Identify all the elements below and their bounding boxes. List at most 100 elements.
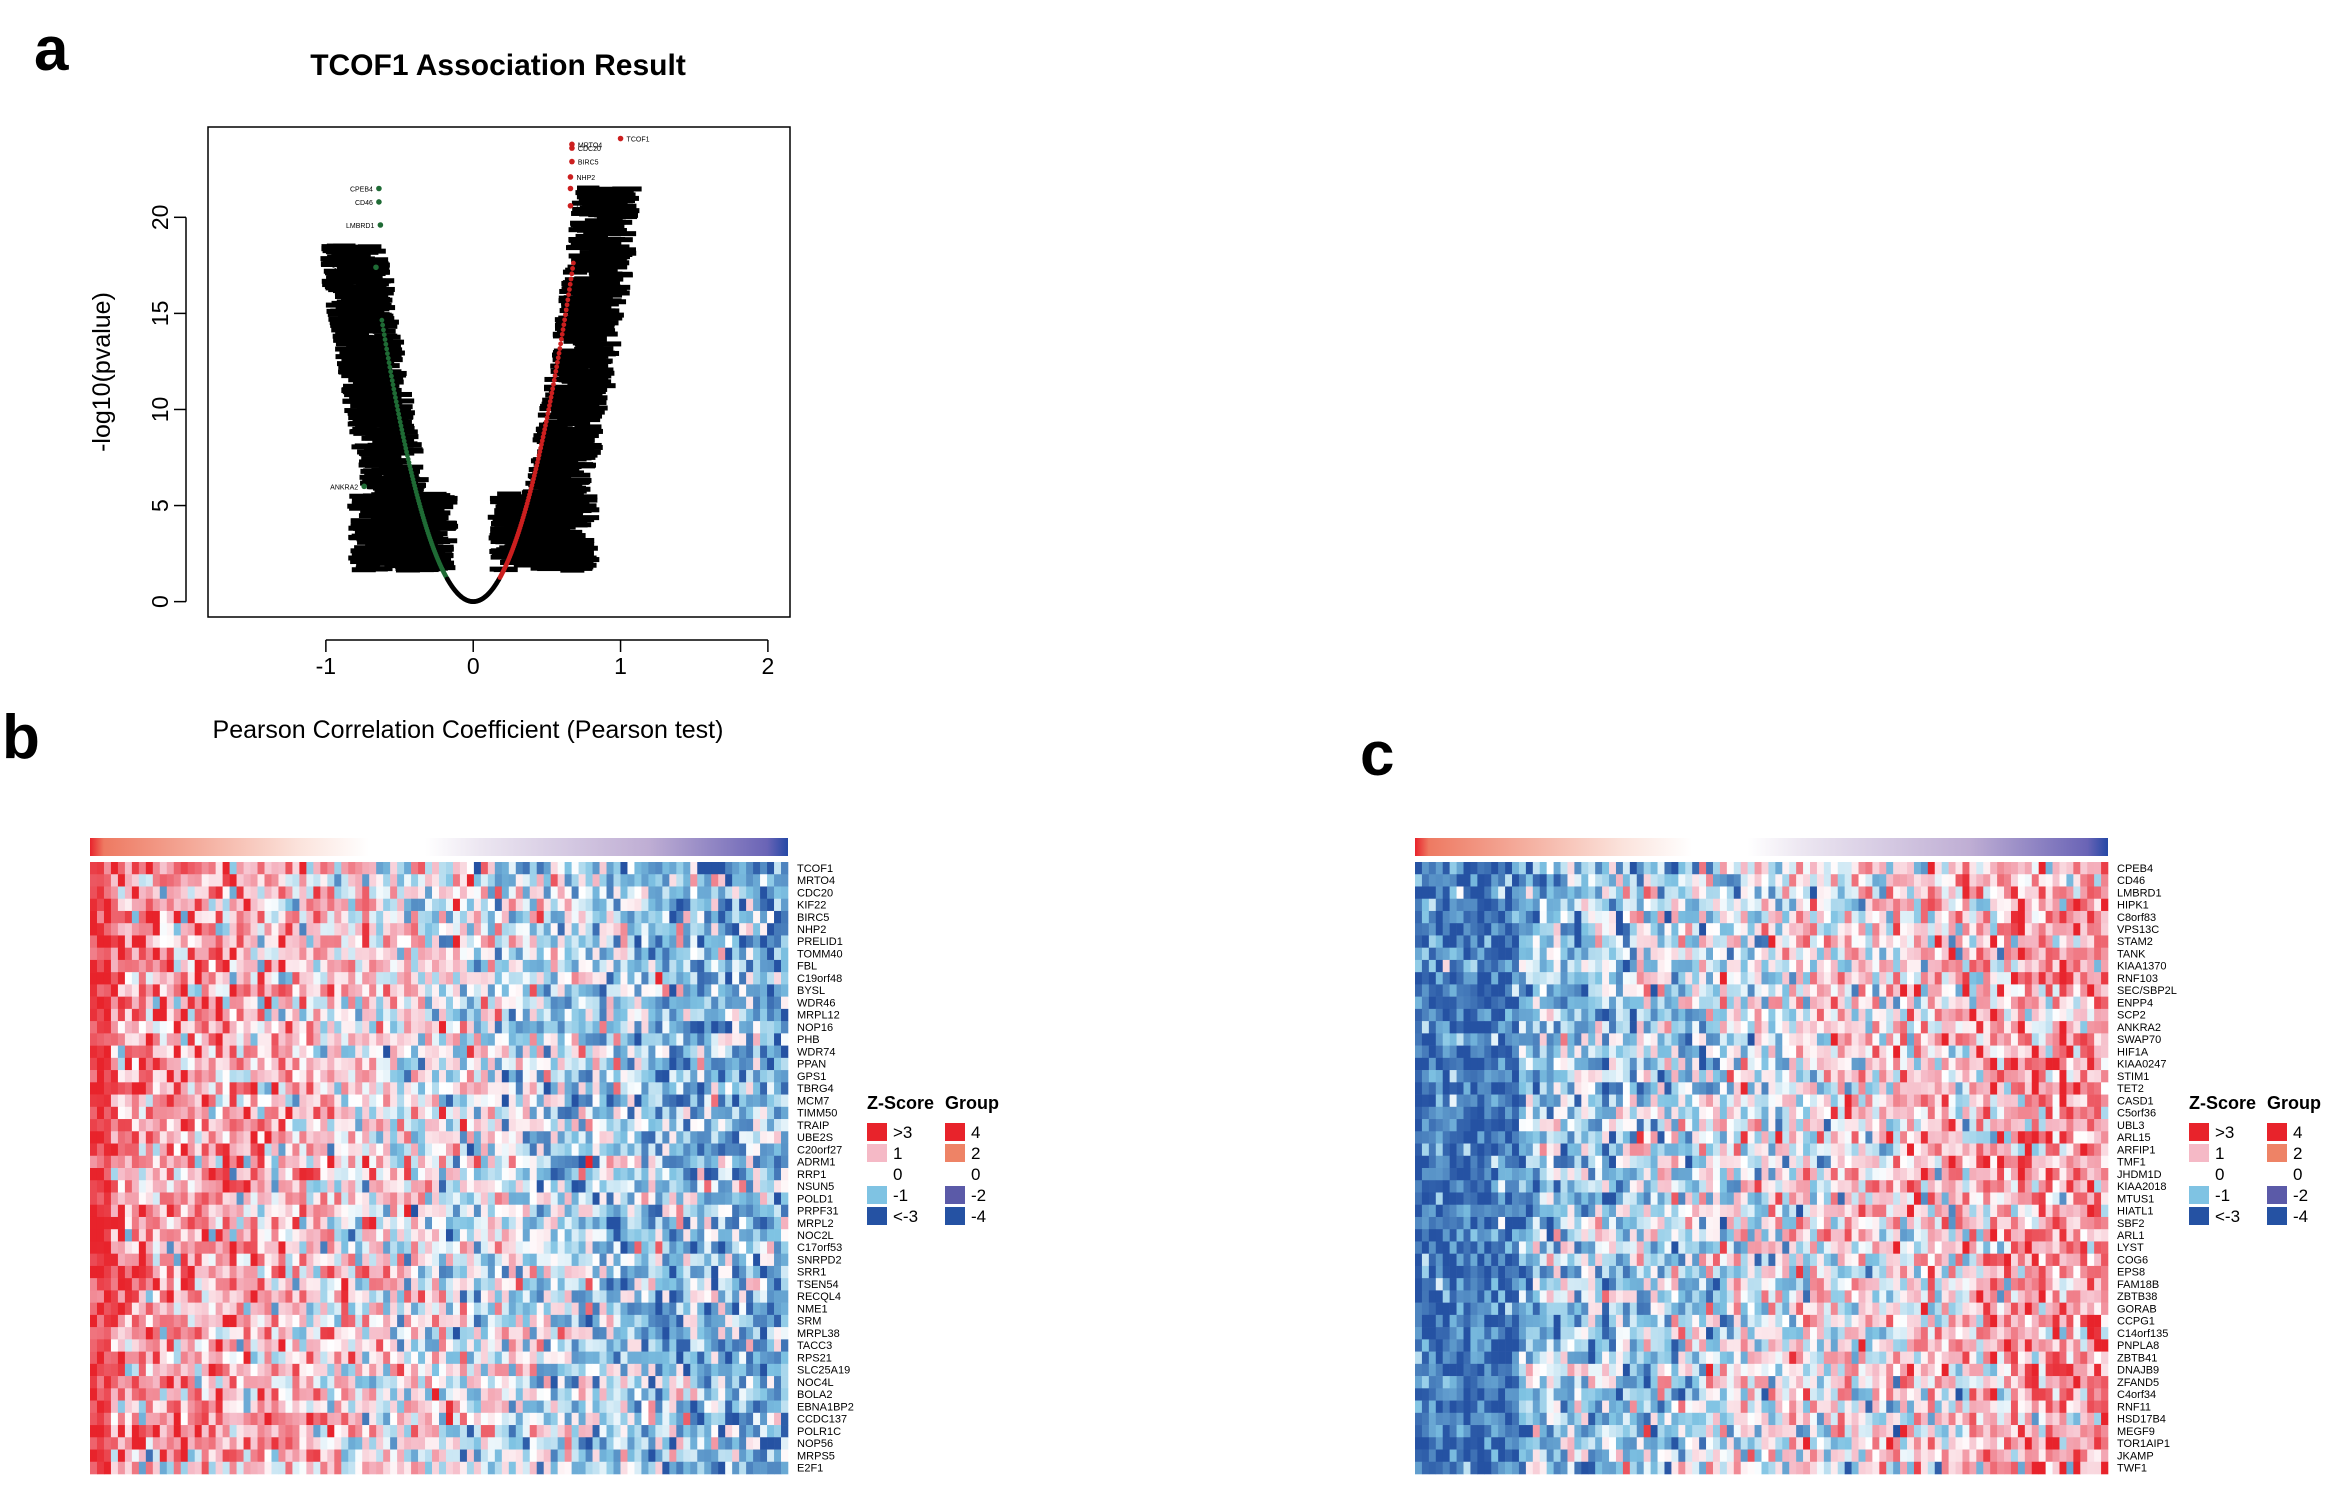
heatmap-cell (215, 1021, 223, 1034)
heatmap-cell (369, 1070, 377, 1083)
label-cloud-mark (373, 478, 403, 484)
heatmap-cell (243, 935, 251, 948)
heatmap-cell (683, 996, 691, 1010)
label-cloud-mark (555, 358, 577, 364)
label-cloud-mark (535, 475, 557, 481)
heatmap-cell (753, 898, 761, 912)
heatmap-cell (634, 935, 642, 948)
heatmap-cell (383, 1033, 391, 1046)
heatmap-cell (264, 984, 272, 997)
curve-point (563, 312, 568, 318)
heatmap-cell (201, 996, 209, 1010)
label-cloud-mark (583, 304, 612, 310)
heatmap-cell (466, 996, 475, 1010)
heatmap-cell (299, 1155, 307, 1169)
heatmap-cell (494, 959, 503, 973)
label-cloud-mark (387, 466, 415, 472)
heatmap-cell (494, 886, 503, 900)
heatmap-cell (299, 972, 307, 985)
heatmap-cell (425, 862, 433, 875)
label-cloud-mark (588, 244, 618, 250)
heatmap-cell (215, 898, 223, 912)
heatmap-cell (452, 886, 461, 900)
heatmap-cell (348, 886, 356, 900)
heatmap-cell (459, 1057, 468, 1071)
label-cloud-mark (577, 185, 600, 191)
heatmap-cell (208, 1180, 216, 1193)
heatmap-cell (466, 935, 475, 948)
heatmap-cell (341, 898, 349, 912)
heatmap-cell (718, 1070, 726, 1083)
heatmap-cell (718, 959, 726, 973)
heatmap-cell (662, 935, 670, 948)
heatmap-cell (362, 984, 370, 997)
heatmap-cell (173, 1168, 182, 1181)
heatmap-cell (669, 972, 677, 985)
heatmap-cell (257, 996, 265, 1010)
heatmap-cell (383, 874, 391, 887)
heatmap-cell (655, 1143, 663, 1157)
heatmap-cell (257, 1094, 265, 1108)
heatmap-cell (606, 1008, 614, 1022)
heatmap-cell (152, 1021, 161, 1034)
heatmap-cell (620, 1180, 628, 1193)
heatmap-cell (194, 1008, 202, 1022)
heatmap-cell (250, 1094, 258, 1108)
heatmap-cell (571, 935, 579, 948)
heatmap-cell (173, 886, 182, 900)
heatmap-cell (669, 874, 677, 887)
heatmap-cell (194, 959, 202, 973)
heatmap-cell (250, 1033, 258, 1046)
heatmap-cell (704, 1057, 712, 1071)
heatmap-cell (634, 1082, 642, 1095)
heatmap-cell (257, 862, 265, 875)
heatmap-cell (222, 935, 230, 948)
heatmap-cell (278, 1192, 286, 1206)
heatmap-cell (271, 1045, 279, 1059)
heatmap-cell (229, 923, 237, 936)
heatmap-cell (222, 1008, 230, 1022)
heatmap-cell (473, 996, 482, 1010)
heatmap-cell (264, 1155, 272, 1169)
heatmap-cell (425, 1119, 433, 1132)
label-cloud-mark (511, 552, 536, 558)
heatmap-cell (145, 898, 154, 912)
heatmap-cell (278, 923, 286, 936)
heatmap-cell (201, 862, 209, 875)
heatmap-cell (711, 1131, 719, 1144)
heatmap-cell (278, 874, 286, 887)
heatmap-cell (753, 862, 761, 875)
heatmap-cell (229, 959, 237, 973)
heatmap-cell (271, 862, 279, 875)
heatmap-cell (306, 1008, 314, 1022)
heatmap-cell (425, 935, 433, 948)
heatmap-cell (278, 1045, 286, 1059)
label-cloud-mark (374, 384, 398, 390)
heatmap-cell (271, 923, 279, 936)
heatmap-cell (774, 1119, 782, 1132)
heatmap-cell (753, 1057, 761, 1071)
heatmap-cell (697, 1192, 705, 1206)
heatmap-cell (725, 923, 733, 936)
heatmap-cell (327, 1143, 335, 1157)
heatmap-cell (606, 935, 614, 948)
heatmap-cell (641, 1021, 649, 1034)
heatmap-cell (655, 1106, 663, 1120)
heatmap-cell (543, 1094, 551, 1108)
heatmap-cell (683, 1106, 691, 1120)
heatmap-cell (397, 1168, 405, 1181)
heatmap-cell (355, 1143, 363, 1157)
heatmap-cell (452, 1192, 461, 1206)
heatmap-cell (117, 984, 126, 997)
heatmap-cell (634, 910, 642, 924)
heatmap-cell (641, 1082, 649, 1095)
heatmap-cell (215, 1192, 223, 1206)
heatmap-cell (369, 1082, 377, 1095)
heatmap-cell (271, 1155, 279, 1169)
heatmap-cell (746, 1082, 754, 1095)
heatmap-cell (334, 1131, 342, 1144)
heatmap-cell (634, 923, 642, 936)
heatmap-cell (271, 1143, 279, 1157)
heatmap-cell (781, 959, 789, 973)
heatmap-cell (355, 886, 363, 900)
